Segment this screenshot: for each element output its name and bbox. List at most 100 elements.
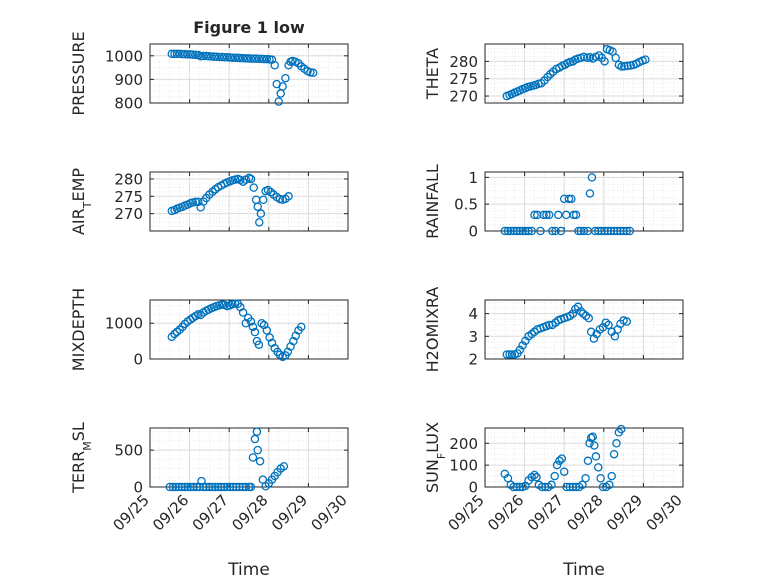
panel-terr-msl: 0 500 TERRMSL 09/2509/2609/2709/2809/2909/3… <box>69 422 351 580</box>
panel-h2omixra: 2 3 4 H2OMIXRA <box>423 287 684 372</box>
data-point <box>609 449 619 459</box>
data-point <box>238 308 248 317</box>
data-point <box>594 51 604 60</box>
data-point <box>211 482 220 492</box>
data-point <box>208 187 217 197</box>
data-point <box>236 53 245 63</box>
data-point <box>548 226 557 236</box>
data-point <box>507 350 517 359</box>
data-point <box>537 482 547 492</box>
x-tick-label: 09/28 <box>228 491 271 534</box>
data-point <box>168 482 178 492</box>
data-point <box>533 210 542 220</box>
y-tick-label: 275 <box>449 70 478 88</box>
y-tick-label: 0 <box>133 479 143 497</box>
data-point <box>197 476 206 486</box>
data-point <box>191 50 200 60</box>
data-point <box>250 434 260 444</box>
data-point <box>172 49 182 59</box>
data-point <box>191 197 200 207</box>
data-point <box>249 183 258 192</box>
data-point <box>596 474 605 483</box>
data-point <box>252 427 262 436</box>
panel-mixdepth: 0 1000 MIXDEPTH <box>69 288 349 371</box>
data-point <box>611 53 620 63</box>
data-point <box>180 482 190 492</box>
data-point <box>222 482 232 492</box>
axes-box <box>484 299 684 360</box>
x-tick-label: 09/30 <box>308 491 351 534</box>
data-point <box>503 226 513 236</box>
data-point <box>576 307 586 316</box>
data-point <box>581 474 590 483</box>
data-point <box>568 309 578 318</box>
data-point <box>183 50 192 59</box>
data-point <box>266 187 276 197</box>
axes-box <box>149 171 349 232</box>
data-point <box>594 226 603 236</box>
data-point <box>183 482 192 492</box>
data-point <box>518 226 527 236</box>
data-point <box>254 340 264 349</box>
data-point <box>518 341 527 350</box>
data-point <box>515 345 525 355</box>
data-point <box>500 226 510 236</box>
data-point <box>235 482 244 492</box>
data-point <box>249 54 258 63</box>
data-point <box>205 482 214 492</box>
data-point <box>565 482 574 492</box>
data-point <box>201 482 211 492</box>
data-point <box>597 226 606 236</box>
x-tick-label: 09/27 <box>189 491 232 534</box>
y-tick-label: 900 <box>114 71 143 89</box>
data-point <box>623 61 632 71</box>
data-point <box>220 52 229 62</box>
data-point <box>196 310 205 320</box>
data-point <box>585 439 594 448</box>
data-point <box>213 482 223 492</box>
data-point <box>251 54 261 63</box>
data-point <box>255 456 265 466</box>
data-point <box>170 49 179 59</box>
data-point <box>167 332 177 342</box>
data-point <box>246 54 256 63</box>
y-tick-label: 3 <box>468 328 478 346</box>
y-tick-label: 800 <box>114 95 143 113</box>
data-point <box>209 52 219 61</box>
y-axis-label: SUNFLUX <box>423 422 448 493</box>
data-point <box>641 55 650 64</box>
data-point <box>257 318 266 328</box>
x-tick-label: 09/28 <box>563 491 606 534</box>
y-tick-label: 0.5 <box>454 196 478 214</box>
y-tick-label: 1000 <box>105 47 143 65</box>
data-point <box>180 49 190 59</box>
y-tick-label: 0 <box>468 479 478 497</box>
y-axis-label: RAINFALL <box>423 164 442 239</box>
axes-box <box>149 43 349 104</box>
data-point <box>609 226 619 236</box>
data-point <box>524 226 533 236</box>
data-point <box>612 439 621 448</box>
data-point <box>536 226 545 236</box>
data-point <box>622 317 632 326</box>
data-point <box>571 210 581 220</box>
data-point <box>246 482 256 492</box>
x-tick-label: 09/29 <box>603 491 646 534</box>
data-point <box>587 173 597 182</box>
data-point <box>586 433 596 443</box>
axes-box <box>149 299 349 360</box>
panel-pressure: 800 900 1000 PRESSURE Figure 1 low <box>69 18 349 116</box>
chart-title: Figure 1 low <box>193 18 305 37</box>
data-point <box>255 218 264 227</box>
data-point <box>512 482 521 492</box>
x-tick-label: 09/25 <box>445 491 488 534</box>
y-tick-label: 100 <box>449 457 478 475</box>
data-point <box>569 210 578 220</box>
y-axis-label: MIXDEPTH <box>69 288 88 371</box>
y-axis-label: AIRTEMP <box>69 168 94 235</box>
data-point <box>573 302 583 312</box>
data-point <box>552 460 562 470</box>
data-point <box>550 471 559 481</box>
y-tick-label: 280 <box>114 170 143 188</box>
